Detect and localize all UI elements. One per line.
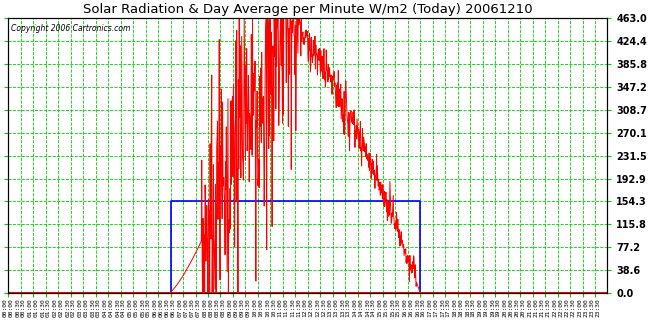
Title: Solar Radiation & Day Average per Minute W/m2 (Today) 20061210: Solar Radiation & Day Average per Minute… bbox=[83, 3, 532, 16]
Text: Copyright 2006 Cartronics.com: Copyright 2006 Cartronics.com bbox=[11, 24, 131, 33]
